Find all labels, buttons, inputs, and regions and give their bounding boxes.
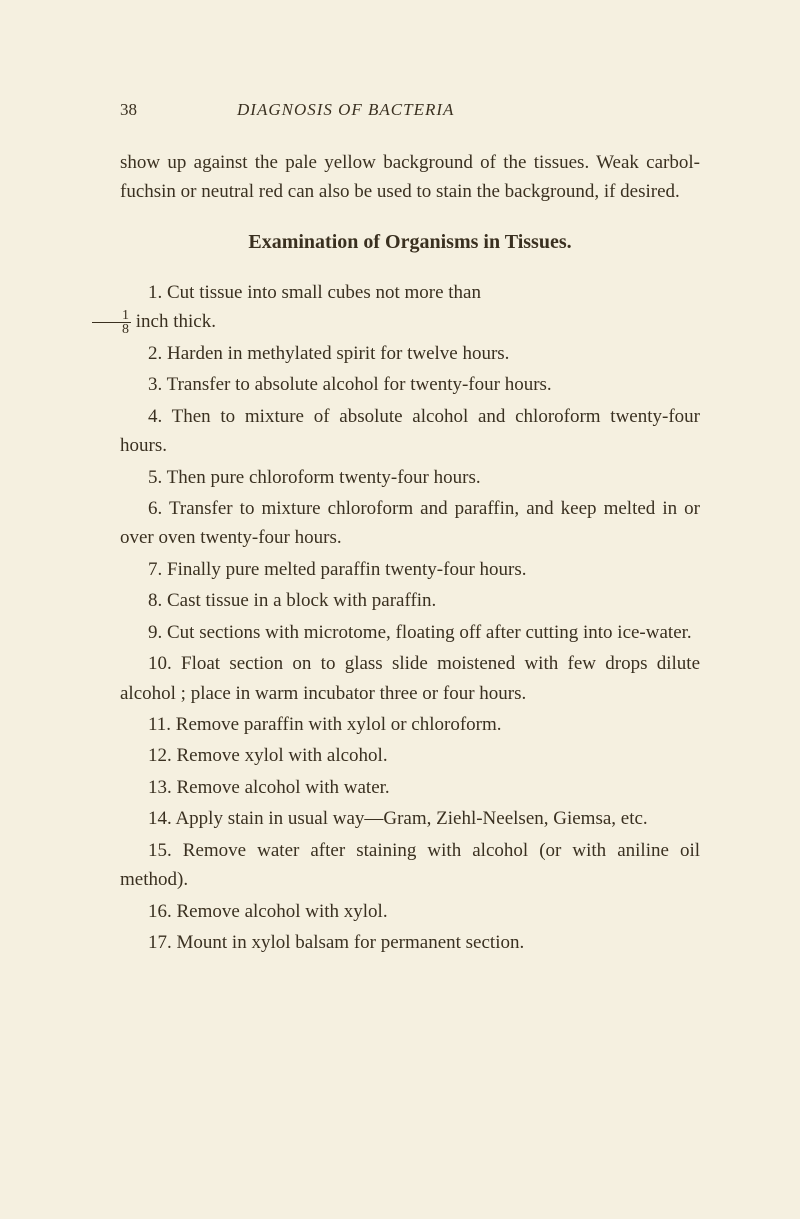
list-item-1: 1. Cut tissue into small cubes not more … bbox=[120, 278, 700, 337]
list-item-2: 2. Harden in methylated spirit for twelv… bbox=[120, 339, 700, 368]
list-item-7: 7. Finally pure melted paraffin twenty-f… bbox=[120, 555, 700, 584]
item-1-pre: 1. Cut tissue into small cubes not more … bbox=[148, 282, 481, 303]
page-header: 38 DIAGNOSIS OF BACTERIA bbox=[120, 100, 700, 120]
intro-paragraph: show up against the pale yellow backgrou… bbox=[120, 148, 700, 207]
fraction-denominator: 8 bbox=[92, 323, 131, 336]
section-heading: Examination of Organisms in Tissues. bbox=[120, 231, 700, 254]
running-title: DIAGNOSIS OF BACTERIA bbox=[237, 100, 454, 120]
fraction-numerator: 1 bbox=[92, 309, 131, 323]
page-number: 38 bbox=[120, 100, 137, 120]
list-item-4: 4. Then to mixture of absolute alcohol a… bbox=[120, 402, 700, 461]
list-item-14: 14. Apply stain in usual way—Gram, Ziehl… bbox=[120, 804, 700, 833]
list-item-8: 8. Cast tissue in a block with paraffin. bbox=[120, 586, 700, 615]
list-item-17: 17. Mount in xylol balsam for permanent … bbox=[120, 928, 700, 957]
list-item-11: 11. Remove paraffin with xylol or chloro… bbox=[120, 710, 700, 739]
list-item-13: 13. Remove alcohol with water. bbox=[120, 773, 700, 802]
list-item-5: 5. Then pure chloroform twenty-four hour… bbox=[120, 463, 700, 492]
item-1-post: inch thick. bbox=[136, 311, 216, 332]
fraction-one-eighth: 1 8 bbox=[92, 309, 131, 337]
list-item-3: 3. Transfer to absolute alcohol for twen… bbox=[120, 370, 700, 399]
list-item-9: 9. Cut sections with microtome, floating… bbox=[120, 618, 700, 647]
list-item-10: 10. Float section on to glass slide mois… bbox=[120, 649, 700, 708]
list-item-12: 12. Remove xylol with alcohol. bbox=[120, 741, 700, 770]
list-item-6: 6. Transfer to mixture chloroform and pa… bbox=[120, 494, 700, 553]
list-item-16: 16. Remove alcohol with xylol. bbox=[120, 897, 700, 926]
list-item-15: 15. Remove water after staining with alc… bbox=[120, 836, 700, 895]
